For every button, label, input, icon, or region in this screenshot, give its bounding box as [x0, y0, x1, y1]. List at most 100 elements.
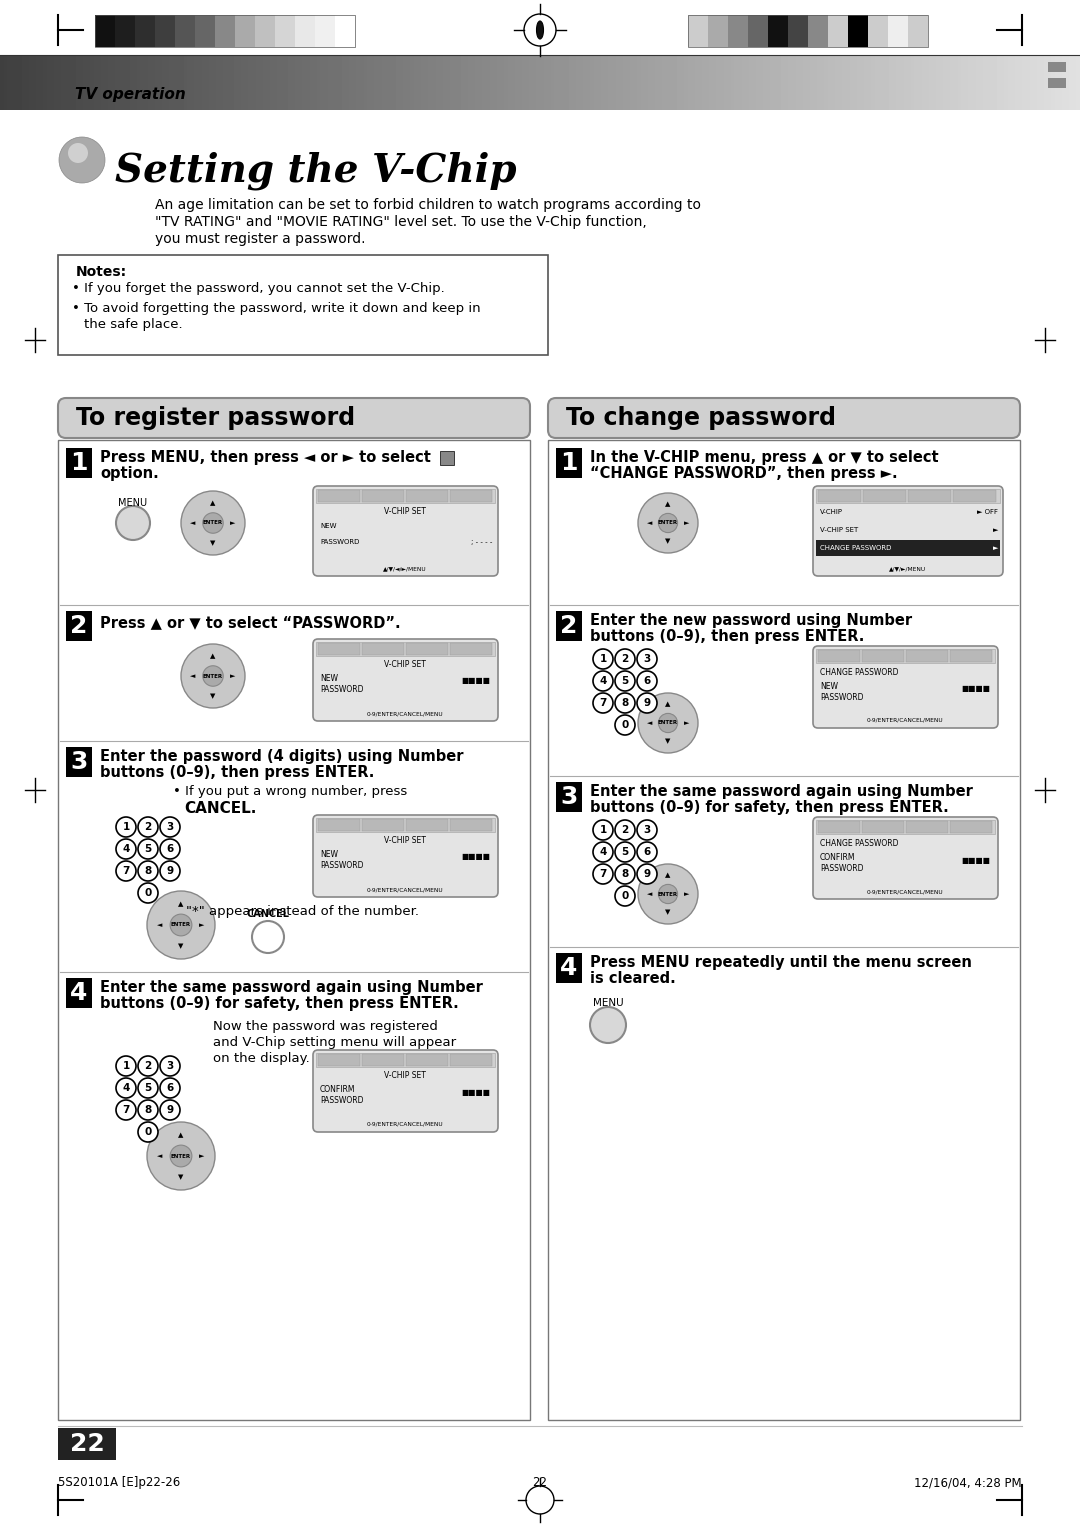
Bar — [316, 1053, 495, 1067]
Text: ■■■■: ■■■■ — [961, 685, 990, 694]
Bar — [66, 978, 92, 1008]
Bar — [95, 15, 355, 47]
Text: 7: 7 — [122, 866, 130, 876]
Text: ▲: ▲ — [211, 652, 216, 659]
Bar — [66, 611, 92, 642]
Text: ENTER: ENTER — [658, 721, 678, 726]
Circle shape — [116, 1056, 136, 1076]
Text: ■■■■: ■■■■ — [461, 677, 490, 686]
FancyBboxPatch shape — [313, 639, 498, 721]
Text: PASSWORD: PASSWORD — [320, 860, 364, 869]
Text: ◄: ◄ — [190, 520, 195, 526]
Text: 1: 1 — [70, 451, 87, 475]
Text: Enter the same password again using Number: Enter the same password again using Numb… — [100, 979, 483, 995]
Circle shape — [593, 842, 613, 862]
Text: ◄: ◄ — [158, 1154, 163, 1160]
Text: V-CHIP SET: V-CHIP SET — [820, 527, 859, 533]
Bar — [175, 15, 195, 47]
Text: ▼: ▼ — [211, 539, 216, 545]
Text: 3: 3 — [644, 654, 650, 665]
Bar — [316, 642, 495, 656]
FancyBboxPatch shape — [813, 646, 998, 727]
Text: ▲: ▲ — [178, 902, 184, 908]
FancyBboxPatch shape — [313, 486, 498, 576]
Text: An age limitation can be set to forbid children to watch programs according to: An age limitation can be set to forbid c… — [156, 199, 701, 212]
Bar — [788, 15, 808, 47]
Text: 1: 1 — [122, 822, 130, 833]
Circle shape — [138, 1122, 158, 1141]
Circle shape — [138, 1056, 158, 1076]
Text: 3: 3 — [644, 825, 650, 834]
Text: V-CHIP SET: V-CHIP SET — [384, 836, 426, 845]
Bar — [1048, 63, 1066, 72]
Circle shape — [615, 671, 635, 691]
Bar — [848, 15, 868, 47]
Circle shape — [615, 694, 635, 714]
Circle shape — [116, 817, 136, 837]
Bar — [688, 15, 708, 47]
Text: 8: 8 — [145, 866, 151, 876]
Circle shape — [637, 821, 657, 840]
Text: ◄: ◄ — [190, 672, 195, 678]
Text: ►: ► — [200, 1154, 205, 1160]
Text: 9: 9 — [166, 1105, 174, 1115]
Text: PASSWORD: PASSWORD — [320, 685, 364, 694]
Bar — [816, 821, 995, 834]
Bar — [95, 15, 114, 47]
Circle shape — [593, 821, 613, 840]
Bar — [816, 649, 995, 663]
Text: 1: 1 — [599, 654, 607, 665]
Text: ▲: ▲ — [178, 1132, 184, 1138]
Text: V-CHIP SET: V-CHIP SET — [384, 507, 426, 516]
Text: ◄: ◄ — [647, 720, 652, 726]
Text: NEW: NEW — [320, 850, 338, 859]
Bar — [135, 15, 156, 47]
Text: 8: 8 — [621, 869, 629, 879]
Text: CHANGE PASSWORD: CHANGE PASSWORD — [820, 839, 899, 848]
Circle shape — [160, 839, 180, 859]
Circle shape — [116, 506, 150, 539]
Text: 2: 2 — [145, 822, 151, 833]
FancyBboxPatch shape — [548, 397, 1020, 439]
Text: 4: 4 — [561, 957, 578, 979]
Bar — [950, 821, 993, 833]
Circle shape — [138, 1100, 158, 1120]
Bar — [406, 1054, 448, 1067]
Text: 6: 6 — [644, 675, 650, 686]
Text: 22: 22 — [69, 1432, 105, 1456]
Text: PASSWORD: PASSWORD — [820, 694, 864, 701]
Circle shape — [615, 649, 635, 669]
Text: In the V-CHIP menu, press ▲ or ▼ to select: In the V-CHIP menu, press ▲ or ▼ to sele… — [590, 451, 939, 465]
Text: CANCEL.: CANCEL. — [184, 801, 256, 816]
Text: Press MENU repeatedly until the menu screen: Press MENU repeatedly until the menu scr… — [590, 955, 972, 970]
Text: ▲/▼/◄/►/MENU: ▲/▼/◄/►/MENU — [383, 565, 427, 571]
Bar — [556, 782, 582, 811]
Circle shape — [637, 694, 657, 714]
Circle shape — [147, 891, 215, 960]
Text: CANCEL: CANCEL — [246, 909, 289, 918]
Text: 1: 1 — [561, 451, 578, 475]
Text: 5: 5 — [145, 1083, 151, 1093]
Text: ◄: ◄ — [647, 520, 652, 526]
Circle shape — [138, 860, 158, 882]
Bar — [908, 490, 951, 503]
FancyBboxPatch shape — [313, 1050, 498, 1132]
Bar — [362, 643, 404, 656]
Text: "TV RATING" and "MOVIE RATING" level set. To use the V-Chip function,: "TV RATING" and "MOVIE RATING" level set… — [156, 215, 647, 229]
FancyBboxPatch shape — [813, 486, 1003, 576]
Text: ENTER: ENTER — [171, 1154, 191, 1158]
Circle shape — [181, 490, 245, 555]
FancyBboxPatch shape — [813, 817, 998, 898]
Bar — [450, 643, 492, 656]
Text: ▼: ▼ — [665, 538, 671, 544]
Text: To register password: To register password — [76, 406, 355, 429]
Text: TV operation: TV operation — [75, 87, 186, 102]
Text: ENTER: ENTER — [203, 521, 224, 526]
Bar — [906, 649, 948, 662]
Text: 1: 1 — [599, 825, 607, 834]
Text: ■■■■: ■■■■ — [461, 1088, 490, 1097]
Bar — [335, 15, 355, 47]
Bar — [862, 649, 904, 662]
Bar — [406, 819, 448, 831]
Bar — [58, 1429, 116, 1459]
